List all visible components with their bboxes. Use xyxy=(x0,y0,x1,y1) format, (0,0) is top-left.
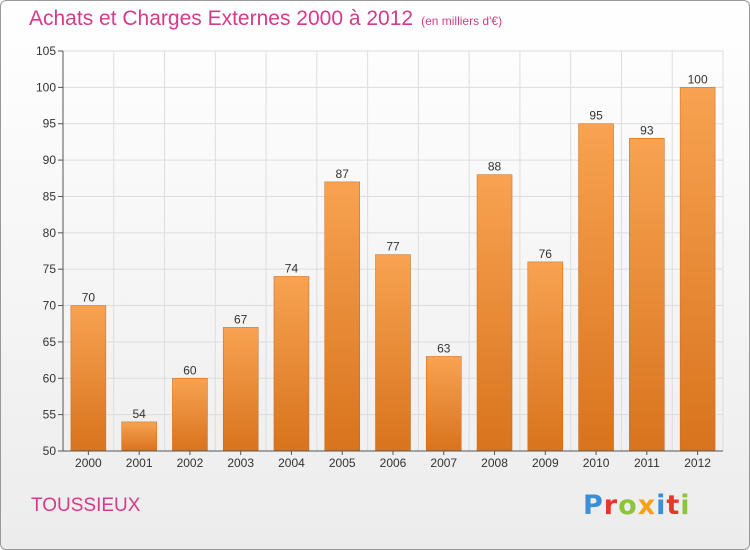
x-tick-label: 2002 xyxy=(177,456,204,470)
data-label: 63 xyxy=(437,341,451,355)
data-label: 54 xyxy=(132,407,146,421)
data-label: 74 xyxy=(285,261,299,275)
logo-letter: r xyxy=(603,490,619,521)
y-tick-label: 100 xyxy=(36,80,56,94)
bar xyxy=(426,356,462,452)
data-label: 60 xyxy=(183,363,197,377)
data-label: 70 xyxy=(82,291,96,305)
y-tick-label: 70 xyxy=(43,299,57,313)
logo-letter: x xyxy=(637,490,657,521)
data-label: 77 xyxy=(386,240,400,254)
bar xyxy=(70,305,107,452)
x-tick-label: 2001 xyxy=(126,456,153,470)
y-tick-label: 90 xyxy=(43,153,57,167)
bar xyxy=(527,261,564,452)
x-tick-label: 2006 xyxy=(380,456,407,470)
data-label: 95 xyxy=(589,109,603,123)
x-tick-label: 2007 xyxy=(430,456,457,470)
bar xyxy=(375,254,411,452)
proxiti-logo: Proxiti xyxy=(583,490,691,521)
x-tick-label: 2000 xyxy=(75,456,102,470)
logo-letter: o xyxy=(618,490,638,521)
x-tick-label: 2009 xyxy=(532,456,559,470)
x-tick-label: 2004 xyxy=(278,456,305,470)
data-labels: 70 54 60 67 74 87 77 63 88 76 95 93 100 xyxy=(82,72,708,421)
y-tick-label: 85 xyxy=(43,189,57,203)
y-tick-label: 55 xyxy=(43,408,57,422)
y-tick-label: 95 xyxy=(43,117,57,131)
y-tick-label: 65 xyxy=(43,335,57,349)
y-tick-label: 50 xyxy=(43,444,57,458)
logo-letter: t xyxy=(666,490,681,521)
bar xyxy=(578,123,614,452)
data-label: 87 xyxy=(336,167,350,181)
commune-name: TOUSSIEUX xyxy=(31,495,141,516)
data-label: 67 xyxy=(234,312,248,326)
chart-subtitle: (en milliers d'€) xyxy=(421,14,503,28)
y-tick-label: 80 xyxy=(43,226,57,240)
bar xyxy=(121,421,157,452)
bar xyxy=(476,174,513,452)
x-tick-label: 2011 xyxy=(634,456,660,470)
x-tick-label: 2008 xyxy=(481,456,508,470)
y-tick-label: 60 xyxy=(43,371,57,385)
logo-letter: i xyxy=(656,490,667,521)
bar xyxy=(324,181,360,452)
logo-letter: P xyxy=(583,490,604,521)
y-tick-label: 105 xyxy=(36,44,56,58)
x-tick-label: 2010 xyxy=(583,456,610,470)
title-text: Achats et Charges Externes 2000 à 2012 xyxy=(29,7,414,30)
bar xyxy=(629,138,665,452)
data-label: 100 xyxy=(688,72,708,86)
bar xyxy=(273,276,310,452)
bar xyxy=(222,327,259,452)
x-tick-label: 2005 xyxy=(329,456,356,470)
chart-title: Achats et Charges Externes 2000 à 2012 (e… xyxy=(29,7,502,31)
x-tick-label: 2003 xyxy=(227,456,254,470)
bar xyxy=(679,87,716,452)
data-label: 93 xyxy=(640,123,654,137)
data-label: 76 xyxy=(539,247,553,261)
bars xyxy=(70,87,716,452)
data-label: 88 xyxy=(488,160,502,174)
y-tick-label: 75 xyxy=(43,262,57,276)
x-tick-label: 2012 xyxy=(684,456,711,470)
axes: 50 55 60 65 70 75 80 85 90 95 100 105 2000 2001 2002 20… xyxy=(36,44,723,470)
bar xyxy=(172,378,208,452)
logo-letter: i xyxy=(680,490,691,521)
